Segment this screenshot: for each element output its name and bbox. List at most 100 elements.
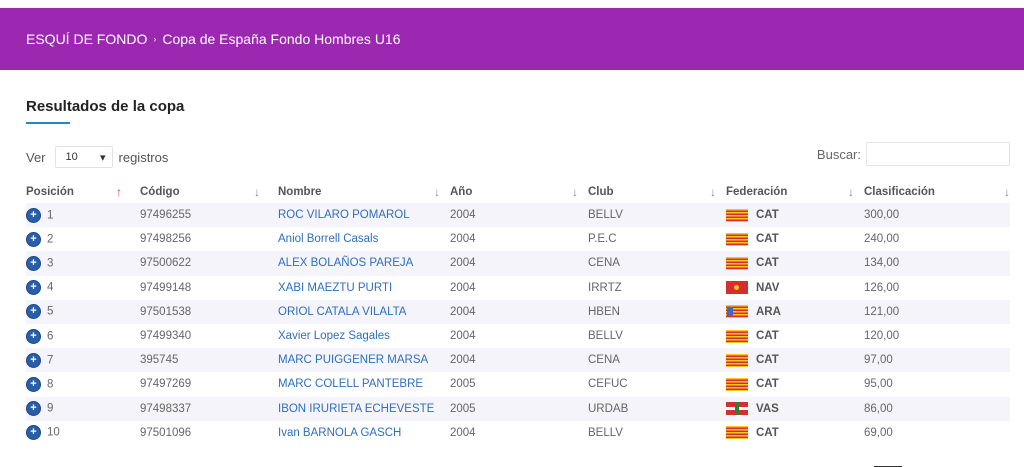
cell-nombre: XABI MAEZTU PURTI	[260, 275, 440, 300]
cell-ano: 2004	[440, 275, 578, 300]
cell-nombre: ORIOL CATALA VILALTA	[260, 299, 440, 324]
sort-icon: ↓	[254, 185, 260, 199]
cell-codigo: 97499148	[122, 275, 260, 300]
expand-icon[interactable]: +	[26, 304, 41, 320]
breadcrumb: ESQUÍ DE FONDO › Copa de España Fondo Ho…	[0, 8, 1024, 70]
table-row: +2 97498256 Aniol Borrell Casals 2004 P.E.C C…	[26, 227, 1010, 252]
cell-clasificacion: 95,00	[854, 372, 1010, 397]
federation-code: CAT	[756, 426, 779, 439]
position-value: 4	[47, 281, 54, 294]
federation-flag-icon	[726, 232, 748, 246]
cell-codigo: 97501096	[122, 420, 260, 445]
cell-club: URDAB	[578, 396, 716, 421]
federation-flag-icon	[726, 426, 748, 440]
position-value: 9	[47, 402, 54, 415]
cell-club: BELLV	[578, 203, 716, 228]
cell-clasificacion: 69,00	[854, 420, 1010, 445]
federation-code: ARA	[756, 305, 781, 318]
table-row: +5 97501538 ORIOL CATALA VILALTA 2004 HBEN AR…	[26, 299, 1010, 324]
cell-posicion: +2	[26, 227, 122, 252]
page-length-select[interactable]: 10 ▾	[54, 146, 113, 168]
expand-icon[interactable]: +	[26, 255, 41, 271]
breadcrumb-root[interactable]: ESQUÍ DE FONDO	[26, 31, 148, 47]
header-federacion[interactable]: Federación ↓	[726, 185, 854, 199]
cell-federacion: CAT	[716, 348, 854, 373]
header-codigo[interactable]: Código ↓	[140, 185, 260, 199]
athlete-name-link[interactable]: Aniol Borrell Casals	[278, 233, 379, 246]
length-control: Ver 10 ▾ registros	[26, 146, 168, 168]
cell-clasificacion: 126,00	[854, 275, 1010, 300]
cell-club: CENA	[578, 348, 716, 373]
position-value: 8	[47, 378, 54, 391]
expand-icon[interactable]: +	[26, 280, 41, 296]
federation-code: CAT	[756, 378, 779, 391]
sort-icon: ↓	[572, 185, 578, 199]
athlete-name-link[interactable]: Xavier Lopez Sagales	[278, 330, 390, 343]
expand-icon[interactable]: +	[26, 376, 41, 392]
cell-clasificacion: 240,00	[854, 227, 1010, 252]
expand-icon[interactable]: +	[26, 328, 41, 344]
expand-icon[interactable]: +	[26, 425, 41, 441]
cell-posicion: +6	[26, 323, 122, 349]
section-title: Resultados de la copa	[26, 98, 185, 115]
cell-posicion: +9	[26, 396, 122, 421]
cell-federacion: ARA	[716, 299, 854, 324]
expand-icon[interactable]: +	[26, 207, 41, 223]
search-control: Buscar:	[817, 142, 1010, 166]
page-length-value: 10	[65, 151, 78, 163]
header-clasificacion[interactable]: Clasificación ↓	[864, 185, 1010, 199]
results-table: Posición ↑ Código ↓ Nombre ↓ Año ↓ Club ↓ Fed…	[26, 181, 1010, 445]
cell-nombre: ROC VILARO POMAROL	[260, 203, 440, 228]
federation-code: VAS	[756, 402, 779, 415]
athlete-name-link[interactable]: ROC VILARO POMAROL	[278, 209, 410, 222]
cell-nombre: Xavier Lopez Sagales	[260, 323, 440, 349]
athlete-name-link[interactable]: MARC PUIGGENER MARSA	[278, 354, 429, 367]
header-posicion[interactable]: Posición ↑	[26, 185, 122, 199]
athlete-name-link[interactable]: IBON IRURIETA ECHEVESTE	[278, 402, 435, 415]
cell-federacion: CAT	[716, 203, 854, 228]
athlete-name-link[interactable]: XABI MAEZTU PURTI	[278, 281, 393, 294]
breadcrumb-separator-icon: ›	[153, 34, 157, 44]
sort-icon: ↓	[848, 185, 854, 199]
header-club[interactable]: Club ↓	[588, 185, 716, 199]
cell-club: BELLV	[578, 420, 716, 445]
cell-ano: 2004	[440, 251, 578, 276]
cell-clasificacion: 86,00	[854, 396, 1010, 421]
cell-federacion: VAS	[716, 396, 854, 421]
cell-club: BELLV	[578, 323, 716, 349]
position-value: 7	[47, 354, 54, 367]
position-value: 1	[47, 209, 54, 222]
expand-icon[interactable]: +	[26, 401, 41, 417]
cell-posicion: +3	[26, 251, 122, 276]
athlete-name-link[interactable]: MARC COLELL PANTEBRE	[278, 378, 424, 391]
cell-federacion: CAT	[716, 323, 854, 349]
position-value: 6	[47, 330, 54, 343]
federation-code: CAT	[756, 233, 779, 246]
sort-icon: ↓	[710, 185, 716, 199]
cell-clasificacion: 97,00	[854, 348, 1010, 373]
cell-codigo: 97498337	[122, 396, 260, 421]
table-row: +1 97496255 ROC VILARO POMAROL 2004 BELLV CAT…	[26, 203, 1010, 228]
header-ano[interactable]: Año ↓	[450, 185, 578, 199]
federation-flag-icon	[726, 329, 748, 343]
athlete-name-link[interactable]: Ivan BARNOLA GASCH	[278, 426, 402, 439]
cell-codigo: 97496255	[122, 203, 260, 228]
athlete-name-link[interactable]: ALEX BOLAÑOS PAREJA	[278, 257, 414, 270]
search-input[interactable]	[866, 142, 1010, 166]
table-row: +7 395745 MARC PUIGGENER MARSA 2004 CENA CAT 9…	[26, 348, 1010, 373]
header-row: Posición ↑ Código ↓ Nombre ↓ Año ↓ Club ↓ Fed…	[26, 181, 1010, 203]
length-prefix: Ver	[26, 149, 46, 165]
cell-ano: 2005	[440, 372, 578, 397]
cell-club: IRRTZ	[578, 275, 716, 300]
athlete-name-link[interactable]: ORIOL CATALA VILALTA	[278, 305, 407, 318]
sort-icon: ↓	[434, 185, 440, 199]
expand-icon[interactable]: +	[26, 231, 41, 247]
table-row: +4 97499148 XABI MAEZTU PURTI 2004 IRRTZ NAV 1…	[26, 275, 1010, 300]
cell-club: HBEN	[578, 299, 716, 324]
search-label: Buscar:	[816, 146, 861, 162]
cell-posicion: +5	[26, 299, 122, 324]
cell-nombre: MARC COLELL PANTEBRE	[260, 372, 440, 397]
expand-icon[interactable]: +	[26, 352, 41, 368]
cell-nombre: MARC PUIGGENER MARSA	[260, 348, 440, 373]
header-nombre[interactable]: Nombre ↓	[278, 185, 440, 199]
